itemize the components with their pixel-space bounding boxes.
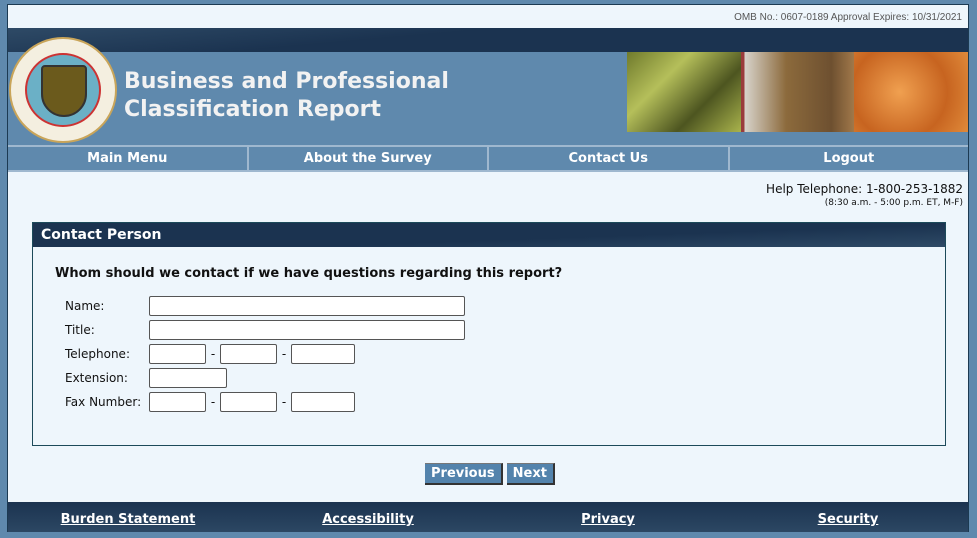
next-button[interactable]: Next xyxy=(506,463,555,485)
help-telephone: Help Telephone: 1-800-253-1882 xyxy=(766,182,963,196)
banner-photos xyxy=(627,52,969,132)
dash: - xyxy=(210,395,216,409)
title-input[interactable] xyxy=(149,320,465,340)
extension-row: Extension: xyxy=(65,368,227,388)
name-input[interactable] xyxy=(149,296,465,316)
telephone-area-input[interactable] xyxy=(149,344,206,364)
nav-about-survey[interactable]: About the Survey xyxy=(249,147,489,170)
title-row: Title: xyxy=(65,320,465,340)
telephone-label: Telephone: xyxy=(65,347,130,361)
footer-accessibility[interactable]: Accessibility xyxy=(322,512,414,527)
fax-area-input[interactable] xyxy=(149,392,206,412)
dash: - xyxy=(281,395,287,409)
main-nav: Main Menu About the Survey Contact Us Lo… xyxy=(8,145,968,172)
omb-notice: OMB No.: 0607-0189 Approval Expires: 10/… xyxy=(734,12,962,23)
telephone-prefix-input[interactable] xyxy=(220,344,277,364)
screws-photo xyxy=(627,52,741,132)
nav-logout[interactable]: Logout xyxy=(823,151,875,166)
boxes-photo xyxy=(740,52,855,132)
footer-privacy[interactable]: Privacy xyxy=(581,512,635,527)
fax-row: Fax Number: - - xyxy=(65,392,355,412)
fax-prefix-input[interactable] xyxy=(220,392,277,412)
nav-contact-us[interactable]: Contact Us xyxy=(489,147,730,170)
title-line-2: Classification Report xyxy=(124,97,382,122)
form-buttons: Previous Next xyxy=(425,463,555,485)
page: OMB No.: 0607-0189 Approval Expires: 10/… xyxy=(7,4,969,532)
dash: - xyxy=(281,347,287,361)
title-line-1: Business and Professional xyxy=(124,69,449,94)
footer: Burden Statement Accessibility Privacy S… xyxy=(8,502,968,532)
telephone-row: Telephone: - - xyxy=(65,344,355,364)
help-hours: (8:30 a.m. - 5:00 p.m. ET, M-F) xyxy=(824,198,963,208)
contact-person-section: Contact Person Whom should we contact if… xyxy=(32,222,946,446)
footer-security[interactable]: Security xyxy=(817,512,879,527)
extension-input[interactable] xyxy=(149,368,227,388)
census-seal-logo xyxy=(9,37,117,143)
extension-label: Extension: xyxy=(65,371,128,385)
fax-label: Fax Number: xyxy=(65,395,142,409)
title-label: Title: xyxy=(65,323,95,337)
telephone-line-input[interactable] xyxy=(291,344,355,364)
section-title: Contact Person xyxy=(33,223,945,247)
footer-burden-statement[interactable]: Burden Statement xyxy=(60,512,196,527)
page-title: Business and Professional Classification… xyxy=(124,68,449,124)
fax-line-input[interactable] xyxy=(291,392,355,412)
help-info: Help Telephone: 1-800-253-1882 (8:30 a.m… xyxy=(766,182,963,208)
dash: - xyxy=(210,347,216,361)
name-row: Name: xyxy=(65,296,465,316)
oranges-photo xyxy=(854,52,969,132)
previous-button[interactable]: Previous xyxy=(425,463,503,485)
banner: Business and Professional Classification… xyxy=(8,37,969,145)
name-label: Name: xyxy=(65,299,105,313)
section-question: Whom should we contact if we have questi… xyxy=(55,266,563,281)
nav-main-menu[interactable]: Main Menu xyxy=(8,147,249,170)
top-band xyxy=(8,28,968,52)
